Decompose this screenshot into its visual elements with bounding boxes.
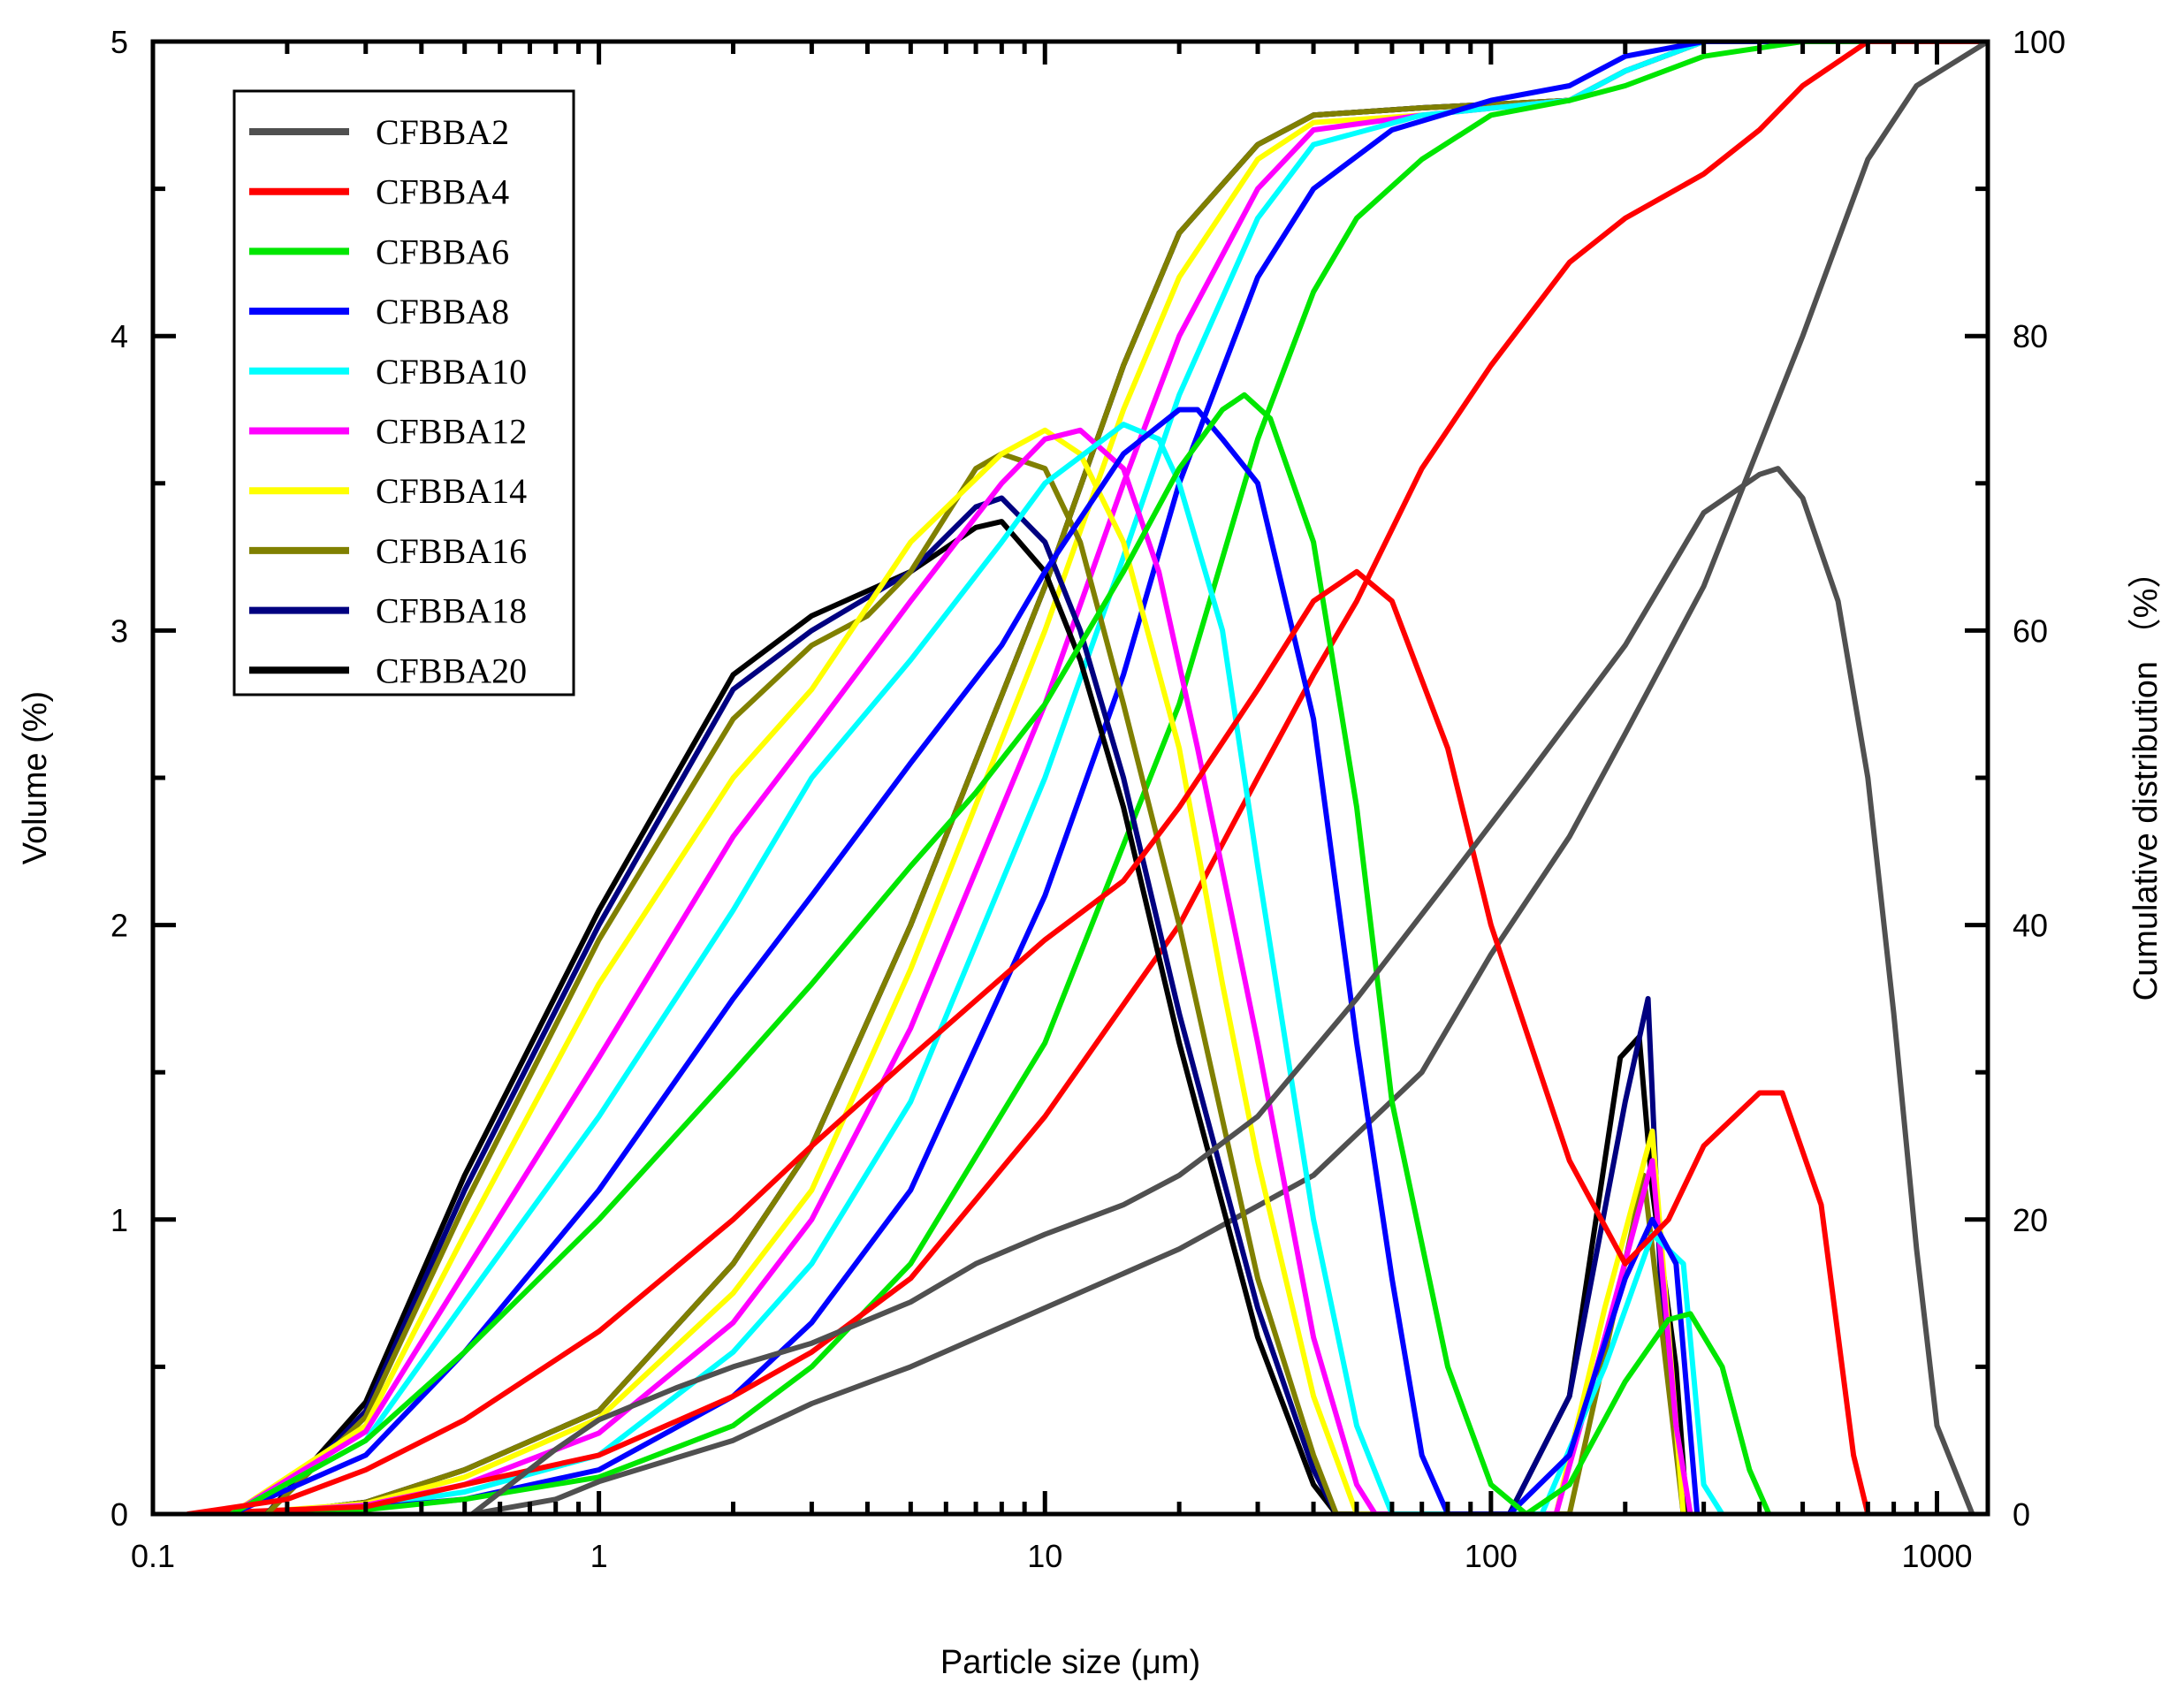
volume-line-cfbba14	[228, 427, 1686, 1514]
y2-tick-label: 60	[2013, 613, 2048, 649]
legend-label-cfbba18: CFBBA18	[376, 591, 527, 631]
legend: CFBBA2 CFBBA4 CFBBA6 CFBBA8 CFBBA10 CFBBA12 CF…	[232, 89, 575, 696]
cumulative-line-cfbba4	[186, 42, 1988, 1514]
legend-label-cfbba20: CFBBA20	[376, 651, 527, 690]
x-axis-title: Particle size (μm)	[940, 1644, 1200, 1681]
y-tick-label: 3	[110, 613, 128, 649]
volume-line-cfbba4	[186, 568, 1871, 1514]
y-axis-title: Volume (%)	[17, 691, 54, 864]
volume-line-cfbba16	[263, 451, 1686, 1514]
x-tick-label: 10	[1027, 1538, 1062, 1574]
legend-label-cfbba10: CFBBA10	[376, 352, 527, 392]
cumulative-line-cfbba8	[228, 42, 1988, 1514]
y-tick-label: 5	[110, 24, 128, 60]
x-tick-label: 1	[590, 1538, 608, 1574]
legend-label-cfbba4: CFBBA4	[376, 172, 509, 212]
volume-line-cfbba8	[228, 407, 1701, 1514]
volume-line-cfbba20	[263, 519, 1690, 1514]
x-tick-label: 100	[1465, 1538, 1518, 1574]
legend-label-cfbba16: CFBBA16	[376, 531, 527, 571]
y-tick-label: 1	[110, 1202, 128, 1238]
y2-axis-title: Cumulative distribution （%）	[2127, 555, 2165, 1001]
legend-label-cfbba2: CFBBA2	[376, 112, 509, 152]
curves-layer	[186, 42, 1988, 1514]
volume-line-cfbba10	[228, 422, 1725, 1514]
ticks-layer: 0.1 1 10 100 1000 0 1 2 3 4 5 0 20 40 60 80 100	[110, 24, 2066, 1574]
y2-tick-label: 20	[2013, 1202, 2048, 1238]
y2-tick-label: 0	[2013, 1496, 2030, 1533]
x-tick-label: 1000	[1901, 1538, 1972, 1574]
legend-label-cfbba6: CFBBA6	[376, 232, 509, 271]
y-tick-label: 0	[110, 1496, 128, 1533]
y-tick-label: 4	[110, 318, 128, 354]
y2-tick-label: 100	[2013, 24, 2066, 60]
volume-line-cfbba18	[263, 495, 1686, 1514]
legend-label-cfbba12: CFBBA12	[376, 412, 527, 452]
y-tick-label: 2	[110, 908, 128, 944]
y2-tick-label: 40	[2013, 908, 2048, 944]
legend-label-cfbba8: CFBBA8	[376, 292, 509, 331]
x-tick-label: 0.1	[131, 1538, 175, 1574]
volume-line-cfbba2	[469, 466, 1975, 1514]
y2-tick-label: 80	[2013, 318, 2048, 354]
volume-line-cfbba6	[228, 392, 1772, 1514]
legend-label-cfbba14: CFBBA14	[376, 471, 527, 511]
cumulative-line-cfbba6	[228, 42, 1988, 1514]
